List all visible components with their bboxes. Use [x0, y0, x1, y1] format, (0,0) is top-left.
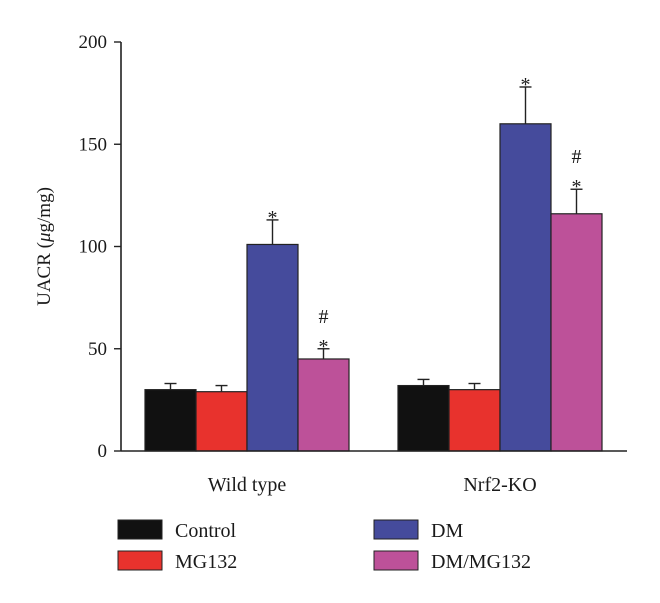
significance-asterisk: *: [268, 207, 278, 229]
bar-mg132: [448, 389, 501, 452]
y-axis-title: UACR (μg/mg): [34, 187, 55, 306]
legend-label: DM: [431, 520, 463, 542]
bar-dm-mg132: [550, 213, 603, 452]
bar-control: [397, 384, 450, 452]
y-tick-label: 100: [79, 237, 108, 258]
bar-dm: [499, 123, 552, 452]
significance-asterisk: *: [319, 336, 329, 358]
legend-swatch: [373, 519, 419, 540]
legend-label: Control: [175, 520, 237, 542]
legend-swatch: [117, 519, 163, 540]
significance-hash: #: [319, 306, 329, 328]
significance-hash: #: [572, 146, 582, 168]
x-category-label: Wild type: [208, 474, 287, 496]
bar-dm-mg132: [297, 358, 350, 452]
bar-control: [144, 389, 197, 452]
significance-asterisk: *: [572, 176, 582, 198]
bar-dm: [246, 243, 299, 452]
y-tick-label: 150: [79, 134, 108, 155]
bar-mg132: [195, 391, 248, 452]
legend-label: DM/MG132: [431, 551, 531, 573]
y-tick-label: 0: [98, 441, 108, 462]
x-category-label: Nrf2-KO: [463, 474, 536, 496]
legend-swatch: [117, 550, 163, 571]
legend-label: MG132: [175, 551, 237, 573]
legend-swatch: [373, 550, 419, 571]
y-tick-label: 200: [79, 32, 108, 53]
y-tick-label: 50: [88, 339, 107, 360]
significance-asterisk: *: [521, 74, 531, 96]
